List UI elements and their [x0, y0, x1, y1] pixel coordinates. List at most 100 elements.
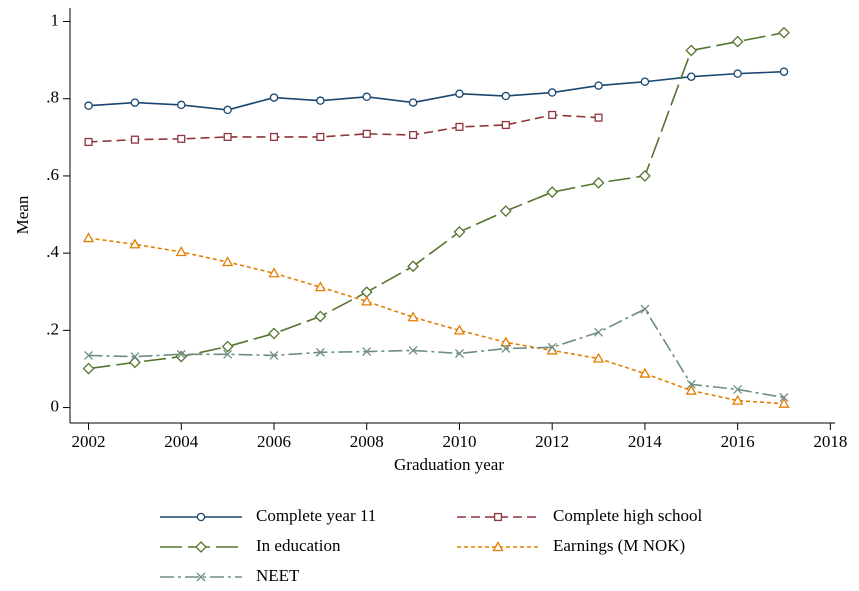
- x-tick-label: 2006: [257, 432, 291, 451]
- data-point: [175, 350, 188, 363]
- data-point: [314, 310, 327, 323]
- data-point: [455, 89, 464, 98]
- data-point: [84, 137, 93, 147]
- series-line: [88, 237, 785, 405]
- legend-label: NEET: [256, 566, 300, 585]
- legend-label: Complete year 11: [256, 506, 376, 525]
- legend-marker: [195, 541, 207, 553]
- data-point: [500, 336, 512, 347]
- data-point: [408, 345, 418, 355]
- data-point: [501, 344, 511, 353]
- data-point: [362, 347, 372, 357]
- data-point: [408, 98, 418, 107]
- x-tick-label: 2002: [72, 432, 106, 451]
- data-point: [686, 379, 696, 389]
- data-point: [778, 397, 790, 408]
- data-point: [315, 347, 325, 357]
- y-tick-label: .4: [46, 242, 59, 261]
- data-point: [594, 81, 603, 90]
- data-point: [640, 77, 650, 86]
- legend-label: Earnings (M NOK): [553, 536, 685, 555]
- data-point: [222, 256, 234, 267]
- data-point: [361, 295, 373, 306]
- data-point: [779, 67, 789, 76]
- data-point: [779, 393, 789, 402]
- legend-label: Complete high school: [553, 506, 702, 525]
- data-point: [269, 93, 279, 102]
- data-point: [314, 281, 326, 292]
- x-axis-title: Graduation year: [394, 455, 504, 474]
- data-point: [455, 122, 464, 131]
- data-point: [130, 352, 140, 362]
- data-point: [638, 170, 651, 182]
- x-tick-label: 2012: [535, 432, 569, 451]
- data-point: [501, 91, 511, 101]
- data-point: [82, 232, 95, 243]
- data-point: [409, 130, 418, 140]
- data-point: [592, 352, 605, 363]
- data-point: [733, 384, 743, 394]
- data-point: [453, 225, 466, 238]
- x-tick-label: 2010: [442, 432, 476, 451]
- data-point: [731, 35, 744, 48]
- data-point: [685, 44, 698, 57]
- series-line: [88, 114, 599, 143]
- legend-label: In education: [256, 536, 341, 555]
- x-tick-label: 2014: [628, 432, 663, 451]
- y-tick-label: .2: [46, 319, 59, 338]
- data-point: [546, 186, 559, 199]
- data-point: [84, 350, 94, 360]
- data-point: [732, 394, 744, 405]
- data-point: [547, 342, 557, 352]
- y-tick-label: .6: [46, 165, 59, 184]
- data-point: [639, 367, 651, 378]
- y-tick-label: 1: [51, 10, 60, 29]
- data-point: [223, 105, 232, 115]
- data-point: [316, 132, 325, 141]
- data-point: [269, 132, 279, 141]
- data-point: [594, 327, 604, 337]
- x-tick-label: 2008: [350, 432, 384, 451]
- y-tick-label: .8: [46, 88, 59, 107]
- data-point: [177, 100, 186, 110]
- data-point: [175, 246, 187, 257]
- data-point: [499, 205, 512, 217]
- series-line: [88, 308, 785, 399]
- data-point: [453, 324, 466, 335]
- data-point: [130, 135, 139, 144]
- legend-marker: [196, 572, 206, 582]
- data-point: [82, 362, 95, 375]
- legend-marker: [493, 512, 503, 522]
- data-point: [548, 110, 557, 119]
- data-point: [592, 176, 605, 189]
- data-point: [129, 238, 141, 249]
- series-line: [88, 31, 785, 370]
- x-tick-label: 2018: [813, 432, 847, 451]
- data-point: [362, 129, 371, 138]
- series-line: [88, 70, 785, 111]
- data-point: [223, 349, 233, 359]
- data-point: [687, 72, 696, 81]
- y-tick-label: 0: [51, 396, 60, 415]
- data-point: [778, 26, 790, 39]
- data-point: [130, 98, 140, 107]
- data-point: [221, 340, 234, 353]
- data-point: [128, 356, 141, 369]
- x-tick-label: 2016: [721, 432, 755, 451]
- data-point: [547, 88, 557, 97]
- data-point: [501, 120, 510, 130]
- data-point: [733, 69, 742, 78]
- data-point: [268, 327, 280, 340]
- y-axis-title: Mean: [13, 195, 32, 234]
- data-point: [640, 304, 650, 314]
- data-point: [454, 349, 464, 358]
- data-point: [362, 92, 371, 102]
- data-point: [407, 311, 419, 322]
- data-point: [177, 134, 186, 143]
- legend-marker: [196, 512, 206, 522]
- data-point: [268, 267, 280, 278]
- legend-marker: [492, 541, 504, 552]
- data-point: [269, 350, 279, 360]
